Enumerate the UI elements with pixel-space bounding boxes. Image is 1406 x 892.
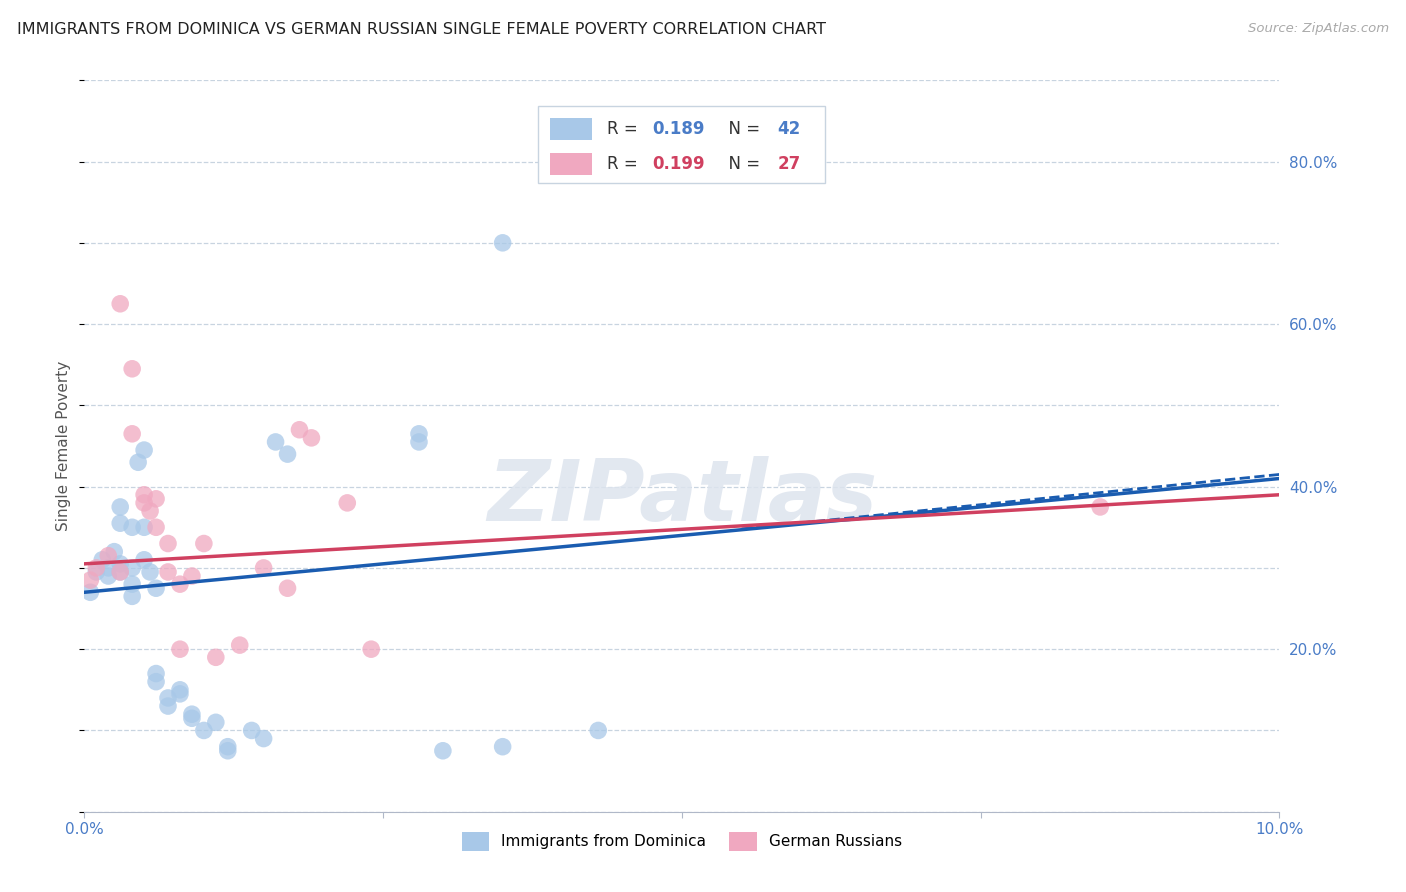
Point	[110, 297, 132, 311]
Point	[145, 666, 167, 681]
Point	[181, 569, 204, 583]
Point	[132, 553, 156, 567]
Point	[132, 488, 156, 502]
Point	[408, 434, 430, 449]
Point	[103, 544, 125, 558]
Point	[193, 536, 215, 550]
Point	[145, 520, 167, 534]
FancyBboxPatch shape	[551, 118, 592, 140]
Point	[157, 690, 180, 705]
Text: 42: 42	[778, 120, 801, 138]
Point	[264, 434, 287, 449]
Point	[79, 573, 101, 587]
Point	[253, 731, 276, 746]
FancyBboxPatch shape	[551, 153, 592, 175]
Point	[157, 565, 180, 579]
Point	[110, 500, 132, 514]
Point	[86, 561, 108, 575]
Point	[169, 682, 191, 697]
Point	[492, 235, 515, 250]
Point	[97, 569, 120, 583]
Point	[169, 642, 191, 657]
Point	[121, 426, 143, 441]
Point	[181, 707, 204, 722]
Point	[253, 561, 276, 575]
Text: R =: R =	[606, 155, 643, 173]
Point	[408, 426, 430, 441]
Text: N =: N =	[718, 155, 765, 173]
Point	[205, 650, 228, 665]
Text: 0.189: 0.189	[652, 120, 704, 138]
Point	[121, 577, 143, 591]
Point	[193, 723, 215, 738]
Point	[145, 674, 167, 689]
Point	[588, 723, 610, 738]
Point	[360, 642, 382, 657]
Point	[277, 447, 299, 461]
Point	[121, 361, 143, 376]
Point	[432, 744, 454, 758]
Text: Source: ZipAtlas.com: Source: ZipAtlas.com	[1249, 22, 1389, 36]
Y-axis label: Single Female Poverty: Single Female Poverty	[56, 361, 72, 531]
Point	[79, 585, 101, 599]
Point	[132, 496, 156, 510]
Point	[288, 423, 311, 437]
Point	[139, 504, 162, 518]
Text: IMMIGRANTS FROM DOMINICA VS GERMAN RUSSIAN SINGLE FEMALE POVERTY CORRELATION CHA: IMMIGRANTS FROM DOMINICA VS GERMAN RUSSI…	[17, 22, 825, 37]
Point	[121, 561, 143, 575]
Point	[301, 431, 323, 445]
Point	[127, 455, 149, 469]
Point	[157, 536, 180, 550]
Point	[336, 496, 359, 510]
Point	[110, 516, 132, 531]
Point	[205, 715, 228, 730]
Legend: Immigrants from Dominica, German Russians: Immigrants from Dominica, German Russian…	[456, 826, 908, 856]
Point	[86, 565, 108, 579]
Point	[139, 565, 162, 579]
Point	[277, 581, 299, 595]
Point	[145, 491, 167, 506]
Point	[240, 723, 263, 738]
FancyBboxPatch shape	[538, 106, 825, 183]
Text: N =: N =	[718, 120, 765, 138]
Point	[97, 549, 120, 563]
Text: R =: R =	[606, 120, 643, 138]
Point	[169, 577, 191, 591]
Point	[217, 744, 239, 758]
Point	[181, 711, 204, 725]
Text: 27: 27	[778, 155, 801, 173]
Point	[110, 565, 132, 579]
Point	[110, 557, 132, 571]
Point	[132, 443, 156, 458]
Point	[145, 581, 167, 595]
Point	[1090, 500, 1112, 514]
Point	[97, 561, 120, 575]
Point	[132, 520, 156, 534]
Point	[110, 565, 132, 579]
Text: 0.199: 0.199	[652, 155, 704, 173]
Point	[157, 699, 180, 714]
Point	[228, 638, 252, 652]
Point	[217, 739, 239, 754]
Point	[492, 739, 515, 754]
Point	[91, 553, 114, 567]
Text: ZIPatlas: ZIPatlas	[486, 456, 877, 539]
Point	[121, 590, 143, 604]
Point	[121, 520, 143, 534]
Point	[169, 687, 191, 701]
